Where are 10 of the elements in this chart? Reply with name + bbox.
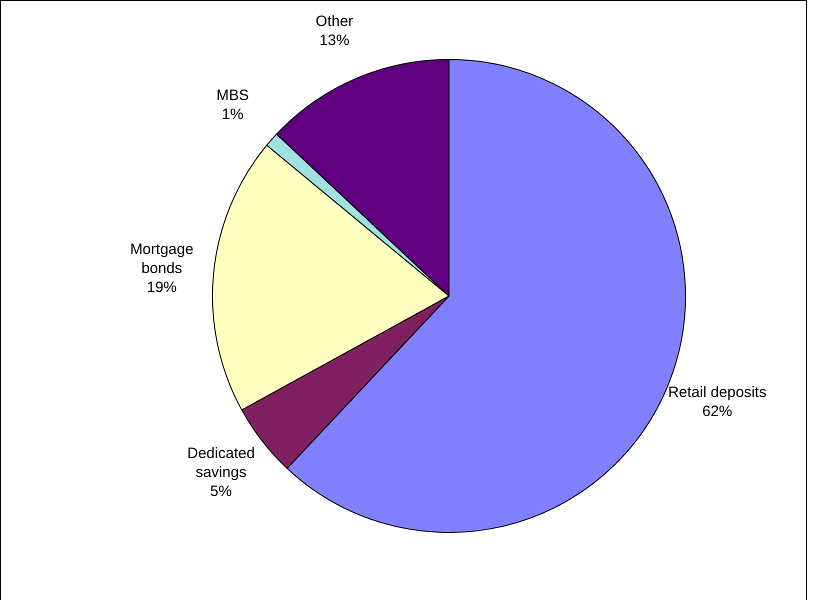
data-label: 13% — [319, 32, 350, 49]
data-label: 19% — [146, 278, 177, 296]
slice-label: Retail deposits — [668, 384, 766, 401]
data-label: 5% — [210, 482, 232, 500]
data-label: 1% — [222, 106, 244, 123]
slice-label: Dedicated savings — [187, 444, 255, 481]
slice-label: Other — [316, 12, 354, 30]
data-label: 62% — [702, 402, 732, 420]
slice-label: MBS — [216, 86, 249, 104]
slice-label: Mortgage bonds — [130, 240, 194, 277]
